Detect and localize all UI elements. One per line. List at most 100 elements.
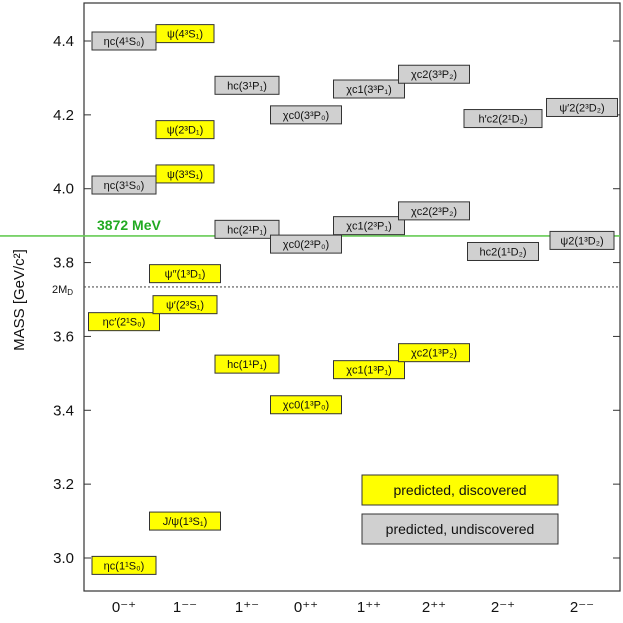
state-box-fill [270,105,342,125]
state-box-fill [467,241,539,261]
state-label: ψ2(1³D₂) [560,235,603,247]
jpc-category-label: 0⁺⁺ [294,599,318,616]
state-label: ψ′′(1³D₁) [165,269,206,281]
state-label: hc(2¹P₁) [227,224,267,236]
state-box-fill [91,31,157,51]
state-markers: ηc(1¹S₀) ηc′(2¹S₀) J/ψ(1³S₁) ψ′(2³S₁) ψ′′(1³… [88,24,618,575]
y-tick-label: 3.0 [53,550,74,567]
state-box: hc(3¹P₁) [214,75,280,95]
state-box-fill [333,79,405,99]
jpc-category-label: 2⁺⁺ [422,599,446,616]
state-label: χc2(3³P₂) [411,69,457,81]
state-box-fill [149,264,221,284]
state-box-fill [214,219,280,239]
state-label: χc2(1³P₂) [411,348,457,360]
jpc-category-label: 0⁻⁺ [112,599,136,616]
state-box: ψ(3³S₁) [155,164,215,184]
state-label: h′c2(2¹D₂) [478,114,527,126]
state-box-fill [398,64,470,84]
state-label: hc(3¹P₁) [227,80,267,92]
legend: predicted, discovered predicted, undiscov… [361,474,559,545]
state-label: ψ(3³S₁) [167,169,203,181]
state-label: ηc(1¹S₀) [104,560,145,572]
state-box-fill [270,395,342,415]
state-box-fill [333,216,405,236]
state-box: χc2(1³P₂) [398,343,470,363]
state-box: hc2(1¹D₂) [467,241,539,261]
jpc-category-label: 1⁺⁻ [235,599,259,616]
state-box-fill [88,312,160,332]
state-label: χc0(2³P₀) [283,239,329,251]
jpc-category-label: 2⁻⁻ [570,599,594,616]
state-box: χc0(3³P₀) [270,105,342,125]
state-box: ψ′(2³S₁) [152,295,218,315]
state-box-fill [152,295,218,315]
state-label: χc1(2³P₁) [346,221,392,233]
state-box: hc(1¹P₁) [214,354,280,374]
state-box: χc1(2³P₁) [333,216,405,236]
plot-frame [83,2,621,592]
state-box: ψ(4³S₁) [155,24,215,44]
state-box-fill [549,230,615,250]
state-box: ηc′(2¹S₀) [88,312,160,332]
state-box: ψ′2(2³D₂) [546,97,618,117]
state-label: χc1(3³P₁) [346,84,392,96]
state-box-fill [333,360,405,380]
legend-swatch [361,474,559,506]
legend-label: predicted, undiscovered [386,521,535,537]
state-box-fill [398,343,470,363]
x3872-label: 3872 MeV [97,217,161,233]
state-box: χc1(1³P₁) [333,360,405,380]
state-box: ηc(3¹S₀) [91,175,157,195]
state-label: hc(1¹P₁) [227,359,267,371]
y-tick-label: 4.0 [53,181,74,198]
y-axis-ticks: 3.0 3.2 3.4 3.6 3.8 4.0 4.2 4.4 [53,33,620,567]
state-label: J/ψ(1³S₁) [163,516,208,528]
state-label: ψ′(2³S₁) [166,300,204,312]
state-box: hc(2¹P₁) [214,219,280,239]
legend-label: predicted, discovered [393,482,526,498]
state-label: χc0(1³P₀) [283,400,329,412]
state-box: ψ(2³D₁) [155,120,215,140]
state-box: J/ψ(1³S₁) [149,511,221,531]
state-label: χc1(1³P₁) [346,365,392,377]
state-box-fill [546,97,618,117]
state-box: χc0(2³P₀) [270,234,342,254]
y-tick-label: 4.4 [53,33,74,50]
y-tick-label: 3.8 [53,255,74,272]
state-box-fill [155,120,215,140]
y-axis-title: MASS [GeV/c²] [11,249,28,351]
state-box: ψ′′(1³D₁) [149,264,221,284]
state-label: ψ(2³D₁) [167,125,204,137]
state-box-fill [214,354,280,374]
y-tick-label: 3.4 [53,402,74,419]
jpc-category-label: 2⁻⁺ [491,599,515,616]
state-label: ψ(4³S₁) [167,29,203,41]
state-box-fill [398,201,470,221]
y-tick-label: 3.2 [53,476,74,493]
state-box-fill [214,75,280,95]
state-label: ηc′(2¹S₀) [103,317,146,329]
state-box-fill [270,234,342,254]
state-box-fill [149,511,221,531]
state-box: χc2(3³P₂) [398,64,470,84]
state-label: ψ′2(2³D₂) [559,102,604,114]
state-label: hc2(1¹D₂) [479,246,526,258]
state-label: ηc(3¹S₀) [104,180,145,192]
state-box: χc0(1³P₀) [270,395,342,415]
state-box-fill [91,555,157,575]
y-tick-label: 3.6 [53,328,74,345]
x-axis-category-labels: 0⁻⁺ 1⁻⁻ 1⁺⁻ 0⁺⁺ 1⁺⁺ 2⁺⁺ 2⁻⁺ 2⁻⁻ [112,599,594,616]
state-label: ηc(4¹S₀) [104,36,145,48]
state-box: ψ2(1³D₂) [549,230,615,250]
state-box: h′c2(2¹D₂) [463,109,543,129]
jpc-category-label: 1⁻⁻ [173,599,197,616]
state-box-fill [155,164,215,184]
state-label: χc2(2³P₂) [411,206,457,218]
threshold-2md-label: 2MD [52,284,73,297]
state-box: χc2(2³P₂) [398,201,470,221]
state-label: χc0(3³P₀) [283,110,329,122]
y-tick-label: 4.2 [53,107,74,124]
state-box: χc1(3³P₁) [333,79,405,99]
